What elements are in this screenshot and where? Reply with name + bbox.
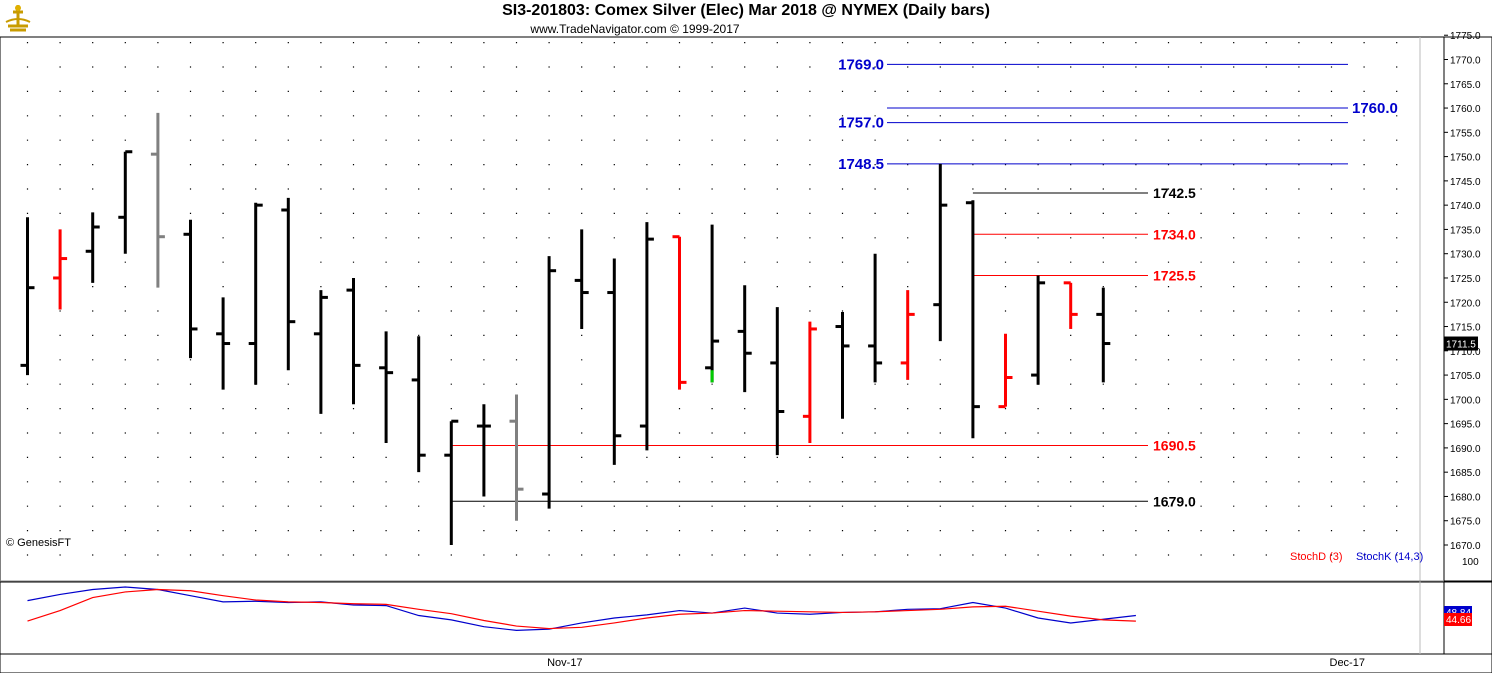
y-tick-label: 1760.0 (1450, 104, 1481, 115)
copyright-label: © GenesisFT (6, 537, 71, 549)
stochk-label: StochK (14,3) (1356, 551, 1424, 563)
price-axis (1443, 36, 1492, 582)
level-label: 1725.5 (1153, 268, 1196, 284)
y-tick-label: 1675.0 (1450, 517, 1481, 528)
y-tick-label: 1770.0 (1450, 56, 1481, 67)
stochd-line (27, 588, 1136, 630)
date-axis (0, 653, 1492, 673)
x-tick-label: Dec-17 (1330, 657, 1365, 669)
level-label: 1769.0 (838, 56, 884, 73)
stoch-tick-label: 100 (1462, 557, 1479, 568)
stochk-line (27, 586, 1136, 632)
last-price-label: 1711.5 (1446, 340, 1476, 351)
stoch-panel-frame (0, 581, 1445, 655)
y-tick-label: 1705.0 (1450, 371, 1481, 382)
y-tick-label: 1755.0 (1450, 128, 1481, 139)
y-tick-label: 1720.0 (1450, 298, 1481, 309)
level-label: 1748.5 (838, 156, 884, 173)
main-plot-frame (0, 36, 1445, 582)
level-label: 1690.5 (1153, 437, 1196, 453)
y-tick-label: 1715.0 (1450, 323, 1481, 334)
y-tick-label: 1690.0 (1450, 444, 1481, 455)
level-label: 1734.0 (1153, 226, 1196, 242)
trade-navigator-logo-icon (2, 2, 34, 34)
stochd-value-label: 44.66 (1446, 615, 1471, 626)
stochd-label: StochD (3) (1290, 551, 1343, 563)
level-label: 1757.0 (838, 115, 884, 132)
y-tick-label: 1765.0 (1450, 80, 1481, 91)
y-tick-label: 1730.0 (1450, 250, 1481, 261)
level-label: 1760.0 (1352, 100, 1398, 117)
y-tick-label: 1775.0 (1450, 31, 1481, 42)
y-tick-label: 1695.0 (1450, 420, 1481, 431)
y-tick-label: 1680.0 (1450, 492, 1481, 503)
y-tick-label: 1685.0 (1450, 468, 1481, 479)
stochd-value-box (1444, 613, 1472, 626)
y-tick-label: 1745.0 (1450, 177, 1481, 188)
y-tick-label: 1670.0 (1450, 541, 1481, 552)
level-label: 1742.5 (1153, 185, 1196, 201)
y-tick-label: 1740.0 (1450, 201, 1481, 212)
y-tick-label: 1710.0 (1450, 347, 1481, 358)
y-tick-label: 1725.0 (1450, 274, 1481, 285)
y-tick-label: 1700.0 (1450, 395, 1481, 406)
chart-subtitle: www.TradeNavigator.com © 1999-2017 (530, 22, 740, 36)
x-tick-label: Nov-17 (547, 657, 582, 669)
last-price-box (1444, 336, 1478, 351)
y-tick-label: 1735.0 (1450, 225, 1481, 236)
y-tick-label: 1750.0 (1450, 153, 1481, 164)
chart-title: SI3-201803: Comex Silver (Elec) Mar 2018… (502, 2, 990, 19)
level-label: 1679.0 (1153, 493, 1196, 509)
